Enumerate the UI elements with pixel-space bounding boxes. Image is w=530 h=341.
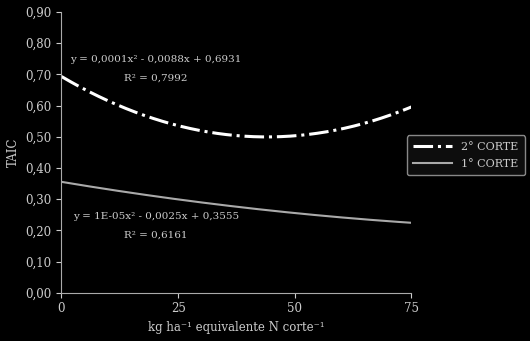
Line: 1° CORTE: 1° CORTE <box>61 182 411 223</box>
1° CORTE <box>248 206 254 210</box>
1° CORTE <box>267 208 273 212</box>
1° CORTE <box>345 216 351 220</box>
2° CORTE <box>401 108 407 112</box>
1° CORTE <box>58 180 65 184</box>
2° CORTE <box>225 133 231 137</box>
1° CORTE <box>225 204 231 208</box>
Text: y = 0,0001x² - 0,0088x + 0,6931: y = 0,0001x² - 0,0088x + 0,6931 <box>70 55 242 64</box>
2° CORTE <box>58 74 65 78</box>
2° CORTE <box>227 133 233 137</box>
1° CORTE <box>408 221 414 225</box>
Legend: 2° CORTE, 1° CORTE: 2° CORTE, 1° CORTE <box>407 135 525 176</box>
2° CORTE <box>408 105 414 109</box>
Y-axis label: TAIC: TAIC <box>7 138 20 167</box>
2° CORTE <box>264 135 270 139</box>
1° CORTE <box>227 204 233 208</box>
Line: 2° CORTE: 2° CORTE <box>61 76 411 137</box>
X-axis label: kg ha⁻¹ equivalente N corte⁻¹: kg ha⁻¹ equivalente N corte⁻¹ <box>148 321 325 334</box>
2° CORTE <box>346 125 352 129</box>
2° CORTE <box>248 134 254 138</box>
Text: R² = 0,6161: R² = 0,6161 <box>124 231 188 240</box>
2° CORTE <box>267 135 273 139</box>
1° CORTE <box>400 220 406 224</box>
Text: y = 1E-05x² - 0,0025x + 0,3555: y = 1E-05x² - 0,0025x + 0,3555 <box>73 212 239 221</box>
Text: R² = 0,7992: R² = 0,7992 <box>124 73 188 83</box>
